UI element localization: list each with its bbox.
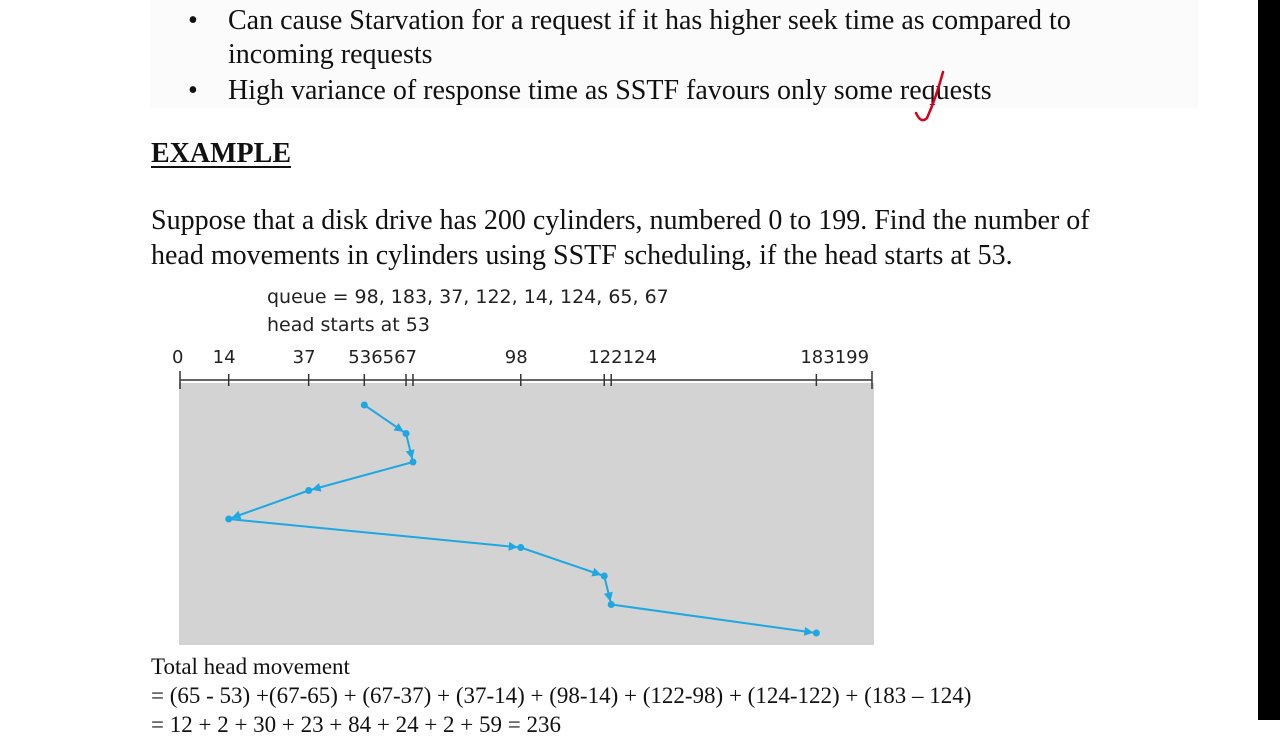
handwritten-check-mark xyxy=(914,70,945,122)
axis-tick-label: 37 xyxy=(293,347,316,368)
bullet-section-background xyxy=(150,0,1198,108)
path-arrowhead xyxy=(405,449,415,460)
path-point xyxy=(607,601,615,608)
path-point xyxy=(812,629,820,637)
axis-tick-label: 122124 xyxy=(588,347,657,368)
path-arrowhead xyxy=(591,567,602,577)
path-arrowhead xyxy=(603,591,613,602)
path-arrowhead xyxy=(508,541,518,551)
diagram-plot-area xyxy=(179,383,874,645)
path-arrowhead xyxy=(393,423,404,432)
path-point xyxy=(225,515,233,523)
document-page: • Can cause Starvation for a request if … xyxy=(150,0,1280,737)
problem-line-1: Suppose that a disk drive has 200 cylind… xyxy=(151,205,1090,236)
total-result: = 12 + 2 + 30 + 23 + 84 + 24 + 2 + 59 = … xyxy=(151,712,561,737)
path-arrowhead xyxy=(803,626,814,636)
bullet-text-line1: Can cause Starvation for a request if it… xyxy=(228,5,1071,36)
queue-label: queue = 98, 183, 37, 122, 14, 124, 65, 6… xyxy=(267,286,669,308)
bullet-dot-icon: • xyxy=(188,75,198,106)
axis-tick-label: 98 xyxy=(505,347,528,368)
example-heading: EXAMPLE xyxy=(151,138,291,169)
right-black-border xyxy=(1258,0,1280,720)
axis-tick-label: 536567 xyxy=(348,347,417,368)
total-formula: = (65 - 53) +(67-65) + (67-37) + (37-14)… xyxy=(151,683,972,708)
total-title: Total head movement xyxy=(151,654,350,679)
path-point xyxy=(402,430,410,437)
bullet-text-variance: High variance of response time as SSTF f… xyxy=(228,75,992,106)
axis-tick-label: 14 xyxy=(213,347,236,368)
path-arrowhead xyxy=(311,482,322,492)
path-point xyxy=(409,458,417,466)
head-start-label: head starts at 53 xyxy=(267,314,430,336)
bullet-text-line2: incoming requests xyxy=(228,39,433,70)
axis-tick-label: 0 xyxy=(172,347,183,368)
axis-tick-label: 183199 xyxy=(800,347,869,368)
path-point xyxy=(360,401,368,409)
path-arrowhead xyxy=(231,510,242,520)
bullet-dot-icon: • xyxy=(188,5,198,36)
sstf-diagram: 0 14 37 536567 98 122124 183199 xyxy=(172,70,945,645)
path-point xyxy=(517,544,525,551)
problem-line-2: head movements in cylinders using SSTF s… xyxy=(151,240,1013,271)
path-point xyxy=(600,572,608,580)
path-point xyxy=(305,487,313,494)
